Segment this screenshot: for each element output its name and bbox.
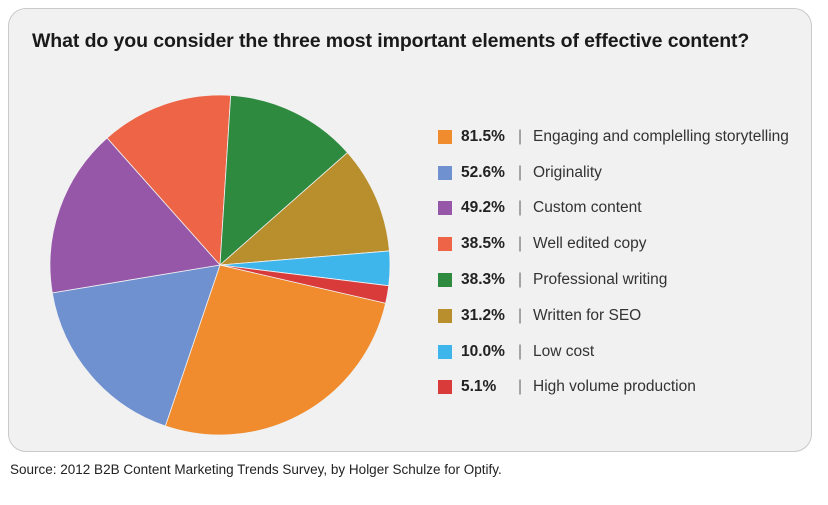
legend-separator: | bbox=[517, 342, 523, 360]
pie-slice-4 bbox=[219, 94, 349, 266]
pie-slice-0 bbox=[164, 264, 387, 436]
legend-separator: | bbox=[517, 378, 523, 396]
legend-value: 52.6% bbox=[461, 163, 505, 181]
pie-slice-3 bbox=[106, 94, 232, 266]
legend-label: High volume production bbox=[533, 378, 696, 396]
legend-separator: | bbox=[517, 271, 523, 289]
legend-swatch bbox=[438, 237, 452, 252]
pie-slice-1 bbox=[51, 264, 221, 427]
legend-swatch bbox=[438, 273, 452, 288]
pie-slice-7 bbox=[219, 264, 390, 304]
legend-value: 38.5% bbox=[461, 235, 505, 253]
legend-value: 49.2% bbox=[461, 199, 505, 217]
legend-separator: | bbox=[517, 306, 523, 324]
legend-value: 38.3% bbox=[461, 271, 505, 289]
legend: 81.5% | Engaging and complelling storytell… bbox=[438, 119, 808, 405]
legend-item: 52.6% | Originality bbox=[438, 155, 808, 191]
legend-separator: | bbox=[517, 163, 523, 181]
legend-item: 5.1% | High volume production bbox=[438, 370, 808, 406]
legend-label: Professional writing bbox=[533, 271, 668, 289]
legend-item: 81.5% | Engaging and complelling storytell… bbox=[438, 119, 808, 155]
legend-label: Custom content bbox=[533, 199, 642, 217]
legend-value: 31.2% bbox=[461, 306, 505, 324]
legend-separator: | bbox=[517, 235, 523, 253]
legend-swatch bbox=[438, 308, 452, 323]
legend-swatch bbox=[438, 201, 452, 216]
legend-swatch bbox=[438, 129, 452, 144]
legend-separator: | bbox=[517, 199, 523, 217]
legend-item: 49.2% | Custom content bbox=[438, 191, 808, 227]
pie-slice-5 bbox=[218, 152, 390, 266]
legend-item: 38.3% | Professional writing bbox=[438, 262, 808, 298]
pie-chart bbox=[49, 94, 391, 436]
legend-label: Low cost bbox=[533, 342, 595, 360]
legend-swatch bbox=[438, 380, 452, 395]
legend-label: Originality bbox=[533, 163, 602, 181]
pie-slice-2 bbox=[49, 137, 221, 294]
legend-value: 5.1% bbox=[461, 378, 497, 396]
legend-label: Well edited copy bbox=[533, 235, 647, 253]
legend-label: Engaging and complelling storytelling bbox=[533, 127, 789, 145]
legend-item: 38.5% | Well edited copy bbox=[438, 226, 808, 262]
legend-item: 31.2% | Written for SEO bbox=[438, 298, 808, 334]
legend-item: 10.0% | Low cost bbox=[438, 334, 808, 370]
legend-value: 81.5% bbox=[461, 127, 505, 145]
chart-title: What do you consider the three most impo… bbox=[32, 30, 750, 52]
legend-label: Written for SEO bbox=[533, 306, 642, 324]
source-note: Source: 2012 B2B Content Marketing Trend… bbox=[10, 462, 502, 477]
legend-swatch bbox=[438, 344, 452, 359]
legend-value: 10.0% bbox=[461, 342, 505, 360]
legend-separator: | bbox=[517, 127, 523, 145]
legend-swatch bbox=[438, 165, 452, 180]
